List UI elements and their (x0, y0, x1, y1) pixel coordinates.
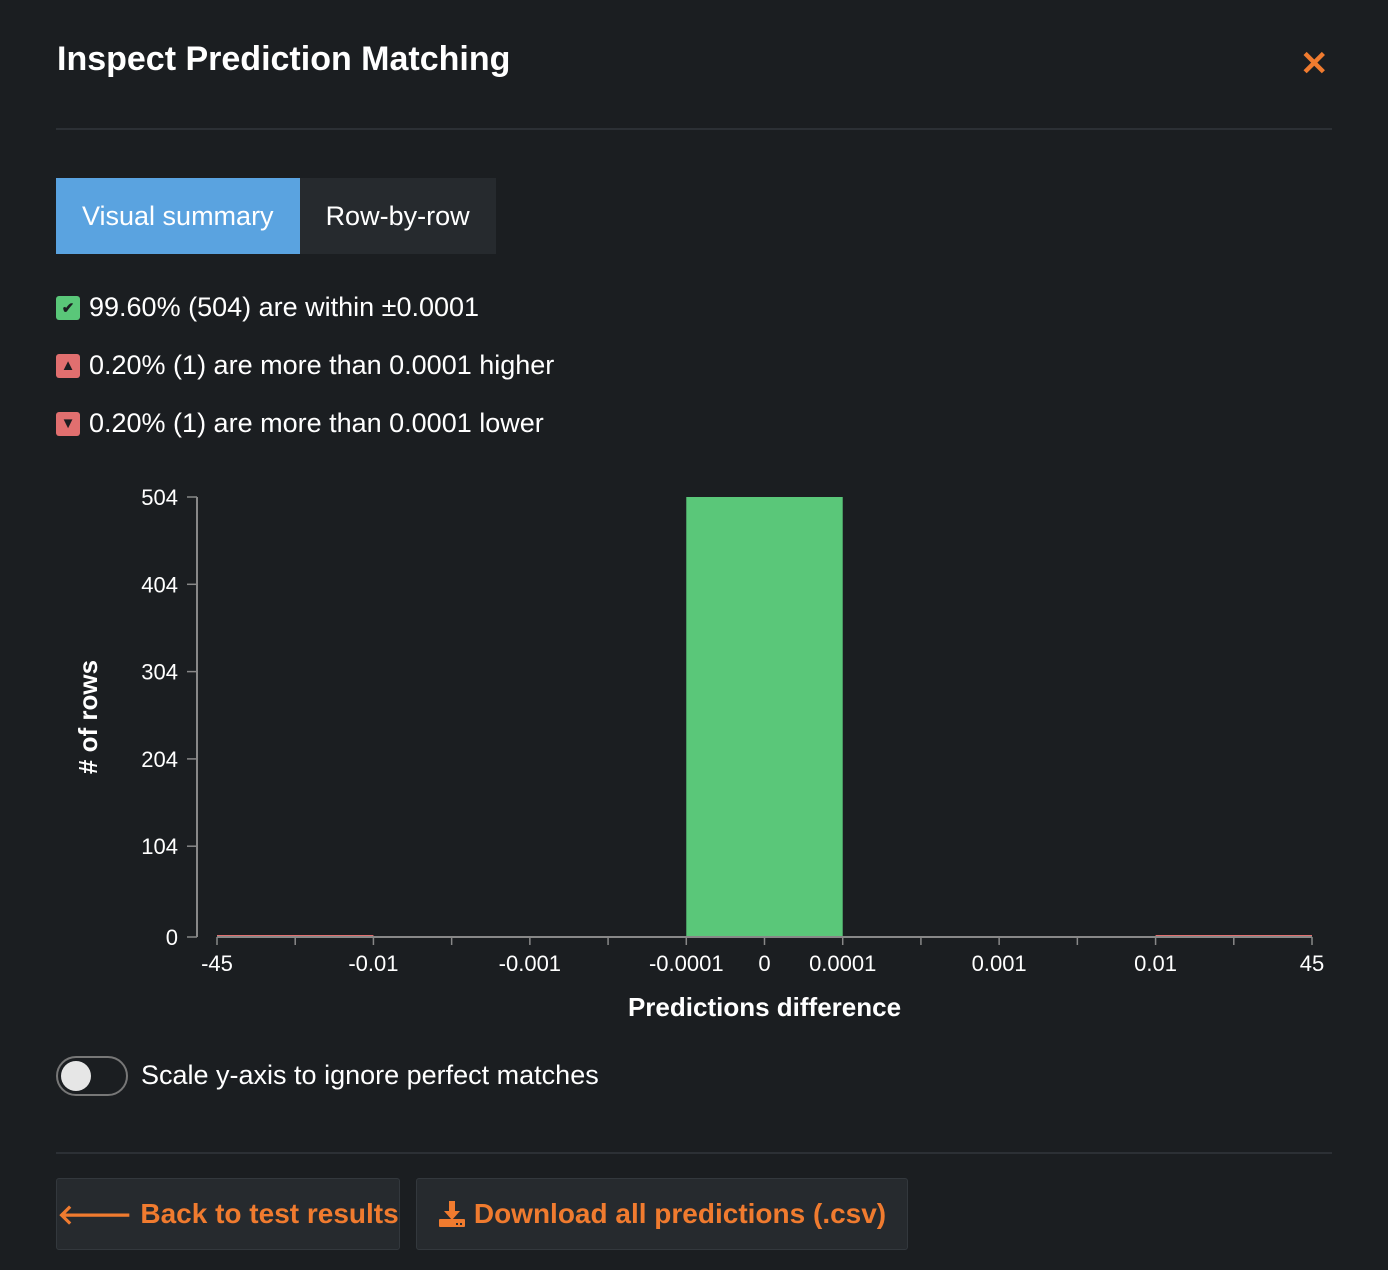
caret-down-icon: ▼ (56, 411, 80, 436)
y-tick-label: 0 (166, 925, 178, 950)
close-icon[interactable]: ✕ (1300, 45, 1329, 83)
arrow-left-icon: 🡐 (57, 1199, 133, 1230)
x-tick-label: -0.001 (499, 951, 561, 976)
dialog-title: Inspect Prediction Matching (57, 40, 511, 78)
histogram-bar (686, 497, 843, 937)
x-tick-label: -0.0001 (649, 951, 724, 976)
tab-visual-summary[interactable]: Visual summary (56, 178, 300, 254)
x-tick-label: 0.001 (972, 951, 1027, 976)
back-label: Back to test results (140, 1198, 399, 1229)
stat-text: 0.20% (1) are more than 0.0001 lower (89, 408, 544, 438)
stat-higher: ▲ 0.20% (1) are more than 0.0001 higher (56, 350, 554, 381)
y-tick-label: 404 (141, 572, 178, 597)
y-axis-title: # of rows (73, 660, 103, 774)
x-axis-title: Predictions difference (628, 992, 901, 1022)
view-tabs: Visual summary Row-by-row (56, 178, 496, 254)
divider (56, 128, 1332, 130)
x-tick-label: -45 (201, 951, 233, 976)
download-label: Download all predictions (.csv) (473, 1198, 887, 1229)
toggle-label: Scale y-axis to ignore perfect matches (141, 1060, 599, 1090)
divider (56, 1152, 1332, 1154)
back-button[interactable]: 🡐 Back to test results (56, 1178, 400, 1250)
stat-text: 0.20% (1) are more than 0.0001 higher (89, 350, 555, 380)
stat-lower: ▼ 0.20% (1) are more than 0.0001 lower (56, 408, 544, 439)
x-tick-label: 0.0001 (809, 951, 876, 976)
download-icon (438, 1201, 465, 1227)
stat-within: ✔ 99.60% (504) are within ±0.0001 (56, 292, 479, 323)
histogram-chart: 0 104 204 304 404 504 -45 -0.01 -0.001 -0.0001 0 0.… (73, 485, 1324, 1022)
tab-row-by-row[interactable]: Row-by-row (299, 178, 496, 254)
stat-text: 99.60% (504) are within ±0.0001 (89, 292, 480, 322)
x-tick-label: -0.01 (348, 951, 398, 976)
y-tick-label: 204 (141, 747, 178, 772)
y-tick-label: 304 (141, 660, 178, 685)
y-tick-label: 104 (141, 834, 178, 859)
x-tick-label: 0.01 (1134, 951, 1177, 976)
scale-y-toggle[interactable] (56, 1056, 128, 1096)
check-icon: ✔ (56, 295, 80, 320)
caret-up-icon: ▲ (56, 353, 80, 378)
toggle-knob (61, 1061, 91, 1091)
x-tick-label: 45 (1300, 951, 1324, 976)
y-tick-label: 504 (141, 485, 178, 510)
download-button[interactable]: Download all predictions (.csv) (416, 1178, 908, 1250)
x-tick-label: 0 (758, 951, 770, 976)
